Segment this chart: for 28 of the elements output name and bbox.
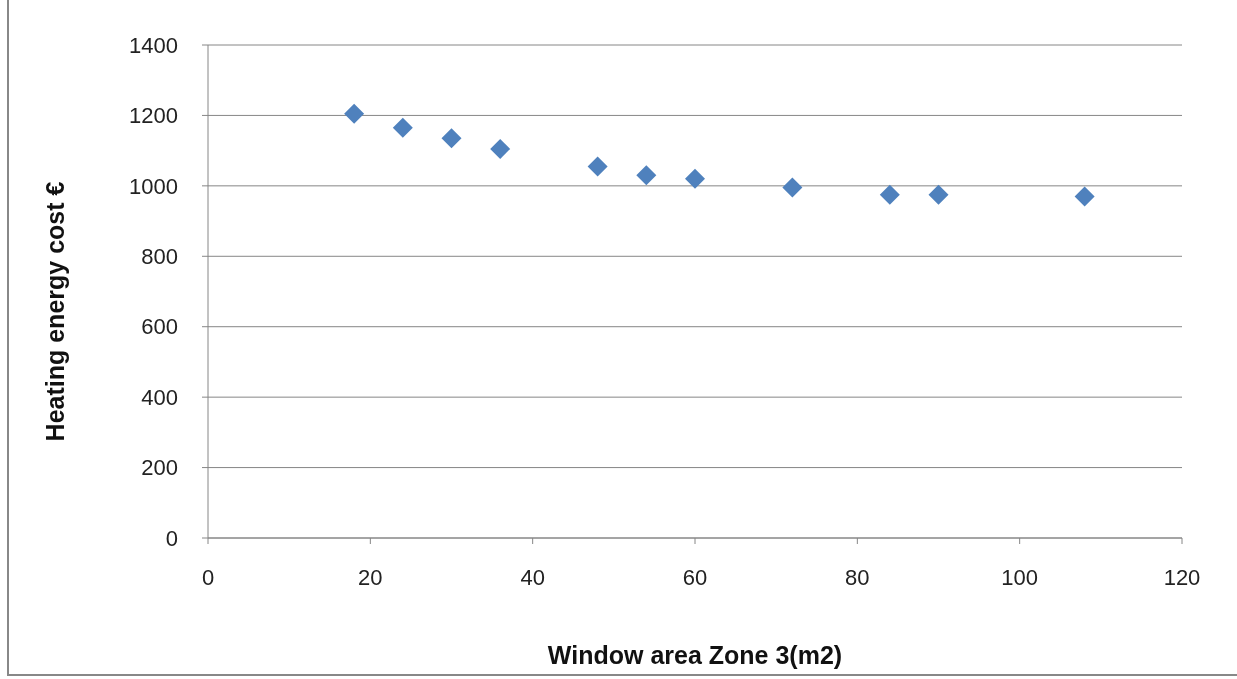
- point: [685, 168, 705, 189]
- x-axis-title: Window area Zone 3(m2): [547, 641, 843, 669]
- x-tick-label: 80: [845, 565, 870, 590]
- point: [587, 156, 608, 177]
- point: [782, 177, 803, 198]
- x-tick-label: 100: [1001, 565, 1039, 590]
- y-axis-title: Heating energy cost €: [41, 181, 69, 442]
- point: [392, 117, 413, 138]
- x-tick-label: 0: [201, 565, 215, 590]
- point: [636, 165, 657, 186]
- y-tick-label: 1200: [129, 103, 178, 129]
- y-tick-label: 800: [141, 243, 178, 269]
- x-tick-label: 20: [358, 565, 383, 590]
- x-tick-label: 60: [682, 565, 708, 590]
- x-tick-label: 120: [1163, 565, 1201, 590]
- y-tick-label: 0: [165, 525, 178, 551]
- point: [1074, 186, 1095, 207]
- y-tick-label: 600: [141, 314, 178, 340]
- y-tick-label: 400: [141, 384, 178, 410]
- y-tick-label: 1400: [129, 32, 178, 58]
- point: [490, 138, 511, 159]
- point: [441, 128, 462, 149]
- x-tick-label: 40: [520, 565, 545, 590]
- point: [344, 103, 365, 124]
- y-tick-label: 200: [141, 455, 178, 481]
- y-tick-label: 1000: [129, 173, 178, 199]
- point: [879, 184, 900, 205]
- point: [928, 184, 949, 205]
